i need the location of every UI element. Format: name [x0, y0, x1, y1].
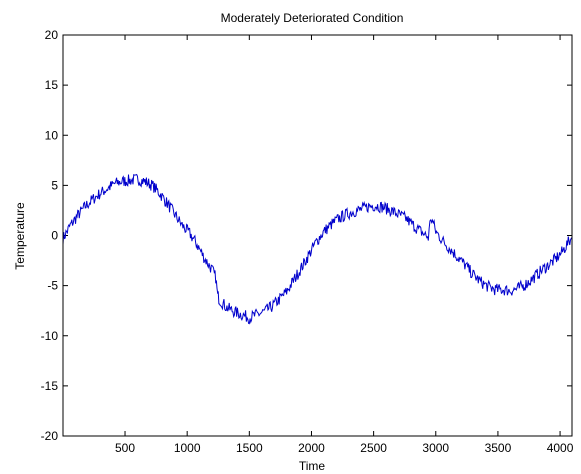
x-tick-label: 2000: [298, 441, 325, 455]
y-tick-label: -10: [41, 329, 59, 343]
series-line: [62, 173, 573, 325]
axis-ticks: -20 -15 -10 -5 0 5 10 15 20 500 1000 1500 2000 2500 30…: [41, 28, 574, 455]
y-tick-label: 15: [45, 78, 59, 92]
y-tick-label: -20: [41, 429, 59, 443]
x-axis-label: Time: [299, 459, 326, 473]
x-tick-label: 3500: [485, 441, 512, 455]
y-tick-label: 5: [51, 178, 58, 192]
y-axis-label: Temperature: [13, 202, 27, 270]
x-tick-label: 500: [115, 441, 135, 455]
plot-frame: [62, 34, 573, 437]
series-layer: [62, 173, 573, 325]
y-tick-label: 10: [45, 128, 59, 142]
x-tick-label: 1000: [174, 441, 201, 455]
x-tick-label: 2500: [360, 441, 387, 455]
x-tick-label: 1500: [236, 441, 263, 455]
chart-title: Moderately Deteriorated Condition: [221, 11, 404, 25]
y-tick-label: -5: [47, 279, 58, 293]
y-tick-label: -15: [41, 379, 59, 393]
y-tick-label: 20: [45, 28, 59, 42]
x-tick-label: 4000: [547, 441, 574, 455]
y-tick-label: 0: [51, 229, 58, 243]
x-tick-label: 3000: [422, 441, 449, 455]
